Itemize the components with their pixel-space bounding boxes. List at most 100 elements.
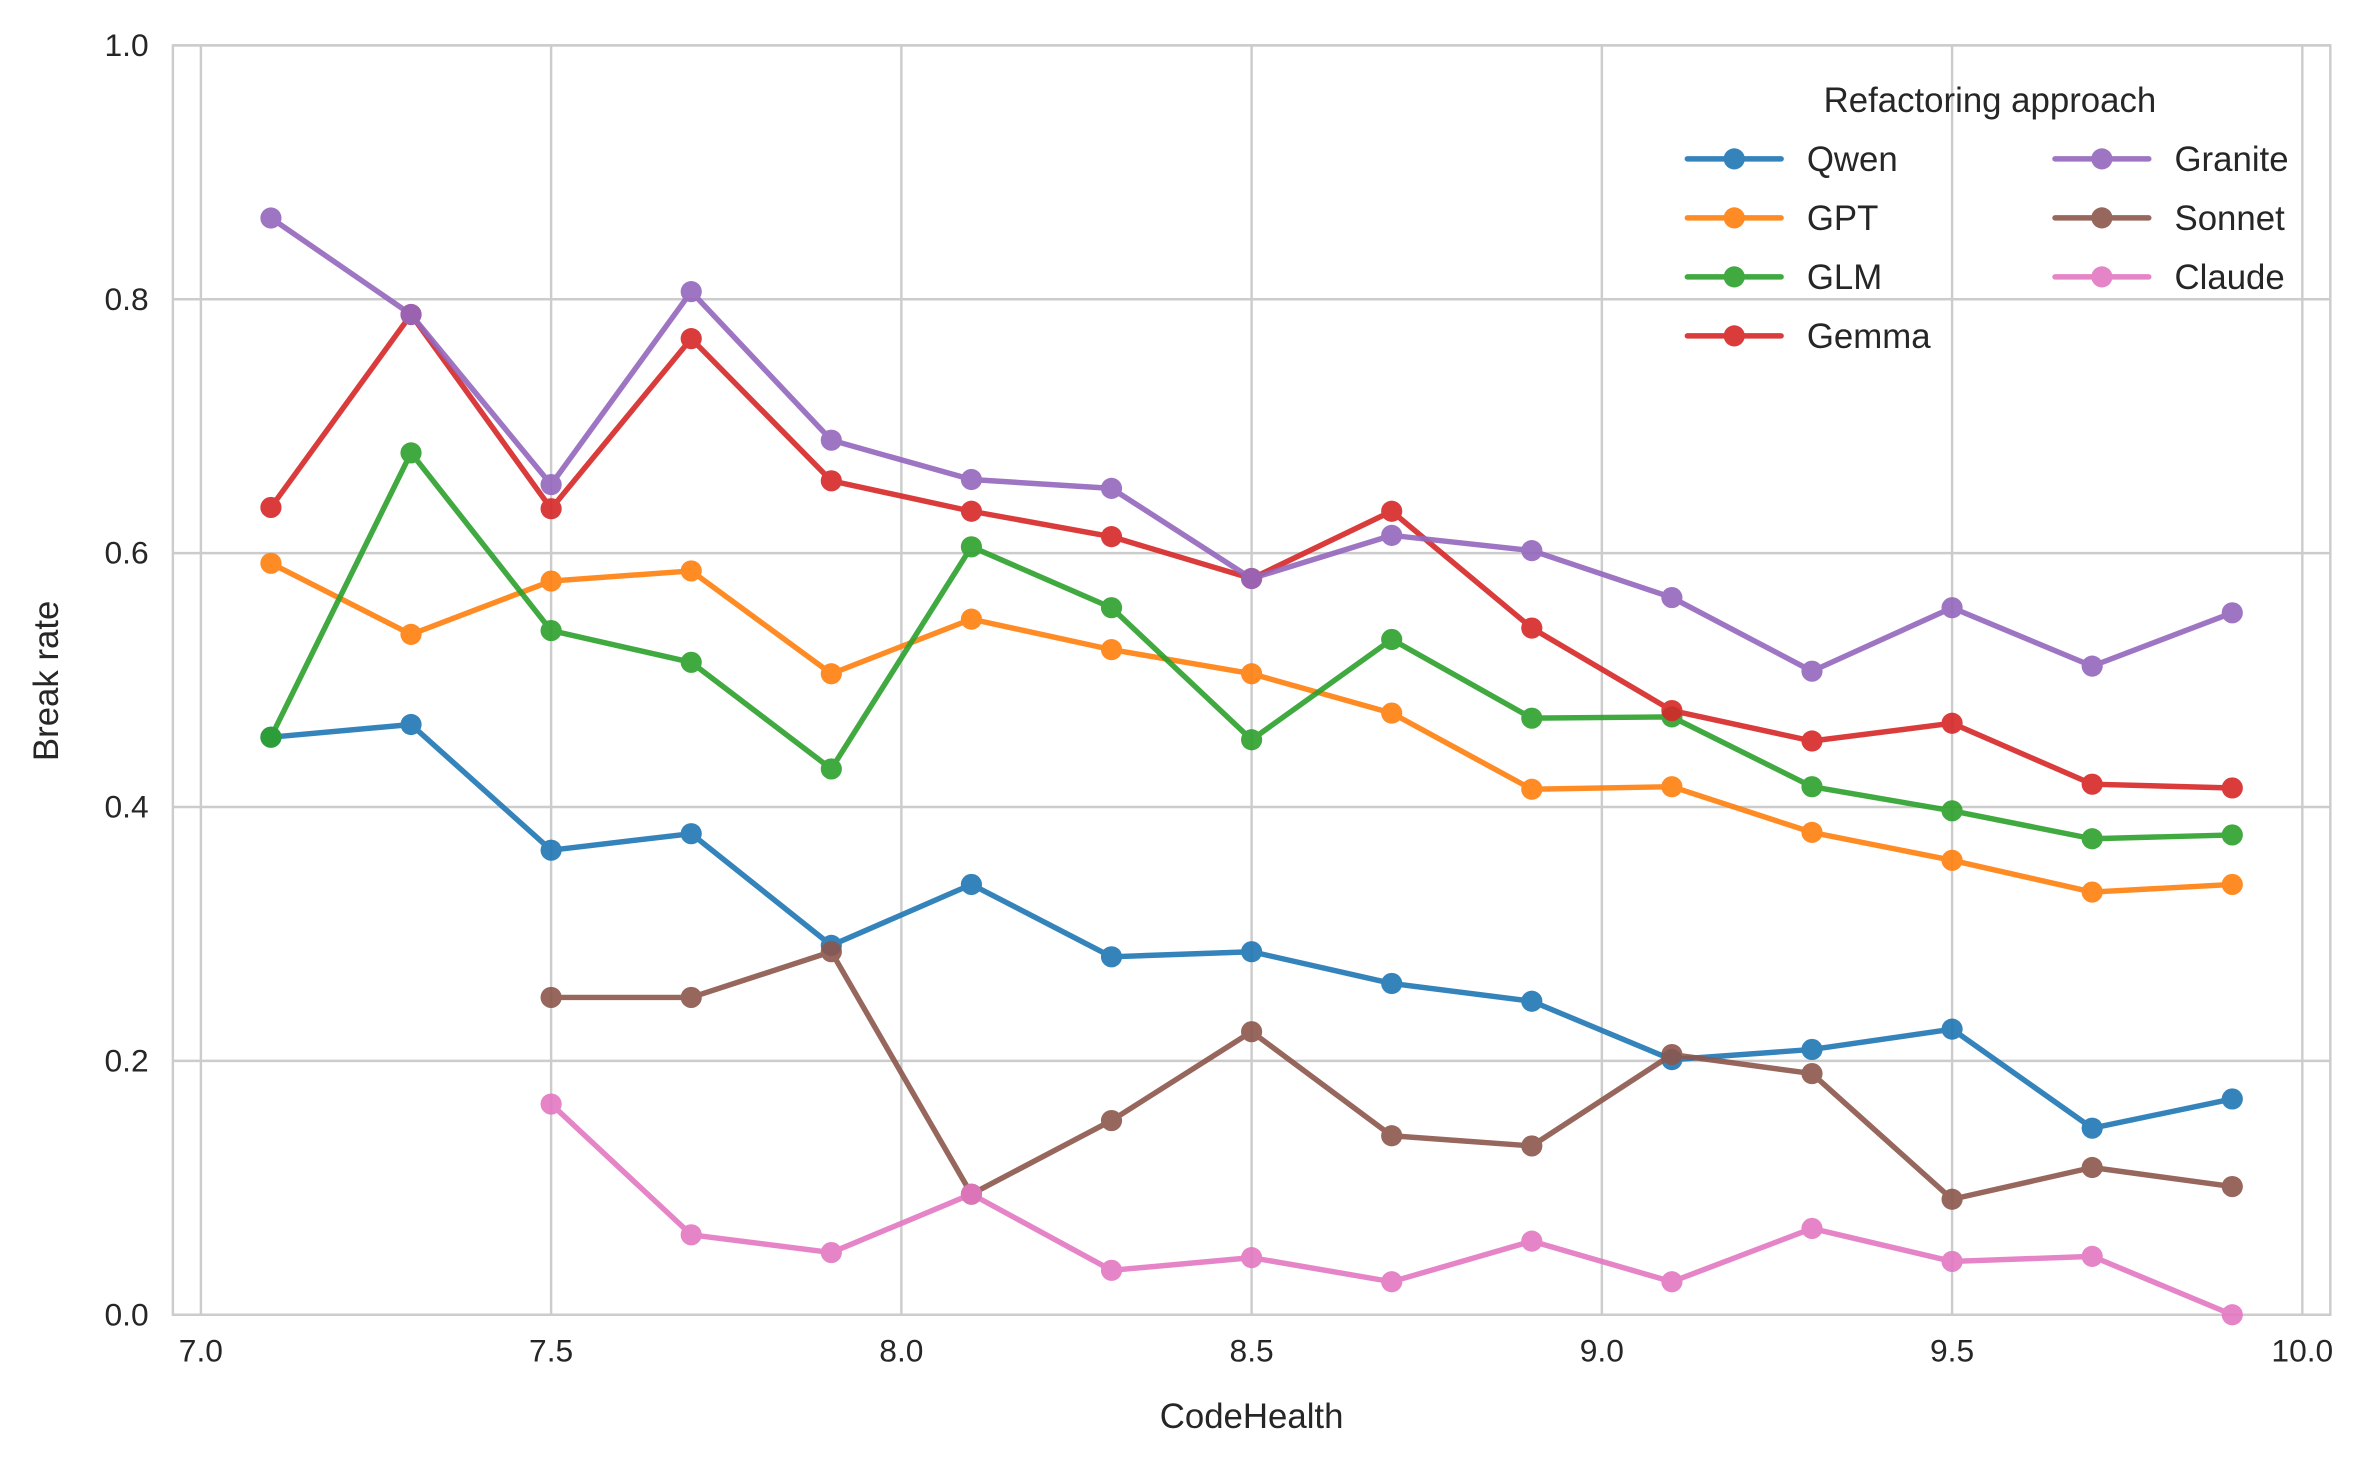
data-point <box>820 758 842 780</box>
data-point <box>2081 881 2103 903</box>
data-point <box>1521 540 1543 562</box>
data-point <box>1801 776 1823 798</box>
legend-marker <box>2091 207 2113 229</box>
data-point <box>960 500 983 522</box>
data-point <box>1661 776 1683 798</box>
legend-label: GLM <box>1807 259 1882 297</box>
data-point <box>2221 1088 2243 1110</box>
legend: Refactoring approach Qwen GPT GLM Gemma Gran… <box>1684 82 2289 356</box>
data-point <box>2081 1245 2103 1267</box>
legend-marker <box>1723 266 1745 288</box>
data-point <box>1241 663 1263 685</box>
data-point <box>820 663 842 685</box>
data-point <box>960 536 983 558</box>
data-point <box>2081 773 2103 795</box>
legend-label: Granite <box>2175 141 2289 179</box>
data-point <box>960 873 983 896</box>
data-point <box>2221 1175 2243 1198</box>
legend-marker <box>2091 266 2113 288</box>
data-point <box>1381 1271 1403 1293</box>
data-point <box>1100 597 1123 619</box>
legend-label: Claude <box>2175 259 2285 297</box>
data-point <box>1381 972 1403 995</box>
data-point <box>1941 1188 1963 1210</box>
data-point <box>2081 655 2103 677</box>
data-point <box>1521 1135 1543 1157</box>
data-point <box>260 552 282 574</box>
data-point <box>1521 990 1543 1012</box>
y-ticks: 0.0 0.2 0.4 0.6 0.8 1.0 <box>104 27 148 1332</box>
legend-item-gpt <box>1684 207 1784 229</box>
data-point <box>2081 828 2103 850</box>
x-tick-label: 7.0 <box>179 1333 223 1369</box>
y-tick-label: 0.6 <box>104 535 148 571</box>
data-point <box>960 468 983 491</box>
data-point <box>1241 1021 1263 1043</box>
data-point <box>260 726 282 748</box>
data-point <box>1381 500 1403 522</box>
data-point <box>1801 821 1823 843</box>
data-point <box>2081 1156 2103 1179</box>
data-point <box>1100 477 1123 499</box>
legend-label: Sonnet <box>2175 200 2286 238</box>
legend-item-glm <box>1684 266 1784 288</box>
data-point <box>540 473 562 496</box>
data-point <box>1801 1217 1823 1240</box>
data-point <box>680 1224 702 1246</box>
data-point <box>1521 617 1543 639</box>
legend-item-gemma <box>1684 325 1784 347</box>
data-point <box>1241 567 1263 590</box>
data-point <box>1100 1109 1123 1132</box>
series-claude <box>540 1093 2243 1326</box>
data-point <box>540 986 562 1009</box>
data-point <box>2221 824 2243 846</box>
data-point <box>680 328 702 350</box>
series-group <box>260 207 2243 1326</box>
y-tick-label: 1.0 <box>104 27 148 63</box>
data-point <box>1241 941 1263 963</box>
x-ticks: 7.0 7.5 8.0 8.5 9.0 9.5 10.0 <box>179 1333 2333 1369</box>
legend-item-qwen <box>1684 148 1784 170</box>
data-point <box>400 713 422 736</box>
data-point <box>2221 602 2243 624</box>
x-axis-label: CodeHealth <box>1160 1398 1344 1436</box>
data-point <box>1801 1062 1823 1085</box>
data-point <box>1941 849 1963 871</box>
legend-label: Gemma <box>1807 318 1931 356</box>
data-point <box>1100 526 1123 548</box>
y-tick-label: 0.4 <box>104 789 148 825</box>
legend-marker <box>1723 325 1745 347</box>
data-point <box>400 623 422 645</box>
data-point <box>1801 660 1823 682</box>
x-tick-label: 9.5 <box>1930 1333 1974 1369</box>
data-point <box>960 608 983 630</box>
series-qwen <box>260 713 2243 1139</box>
data-point <box>400 442 422 464</box>
data-point <box>820 941 842 963</box>
legend-item-claude <box>2052 266 2152 288</box>
data-point <box>1941 597 1963 619</box>
series-sonnet <box>540 941 2243 1210</box>
data-point <box>820 1241 842 1264</box>
data-point <box>1941 1250 1963 1273</box>
data-point <box>1941 712 1963 734</box>
data-point <box>1241 1247 1263 1269</box>
data-point <box>680 986 702 1009</box>
data-point <box>1241 729 1263 751</box>
data-point <box>1381 702 1403 724</box>
data-point <box>1941 800 1963 822</box>
data-point <box>400 303 422 326</box>
data-point <box>1100 946 1123 968</box>
legend-marker <box>1723 148 1745 170</box>
x-tick-label: 8.0 <box>879 1333 923 1369</box>
data-point <box>1801 1038 1823 1061</box>
data-point <box>1661 1271 1683 1293</box>
data-point <box>540 570 562 592</box>
series-granite <box>260 207 2243 682</box>
data-point <box>1381 1125 1403 1147</box>
x-tick-label: 8.5 <box>1230 1333 1274 1369</box>
y-axis-label: Break rate <box>28 601 66 761</box>
data-point <box>260 207 282 229</box>
data-point <box>1801 730 1823 752</box>
